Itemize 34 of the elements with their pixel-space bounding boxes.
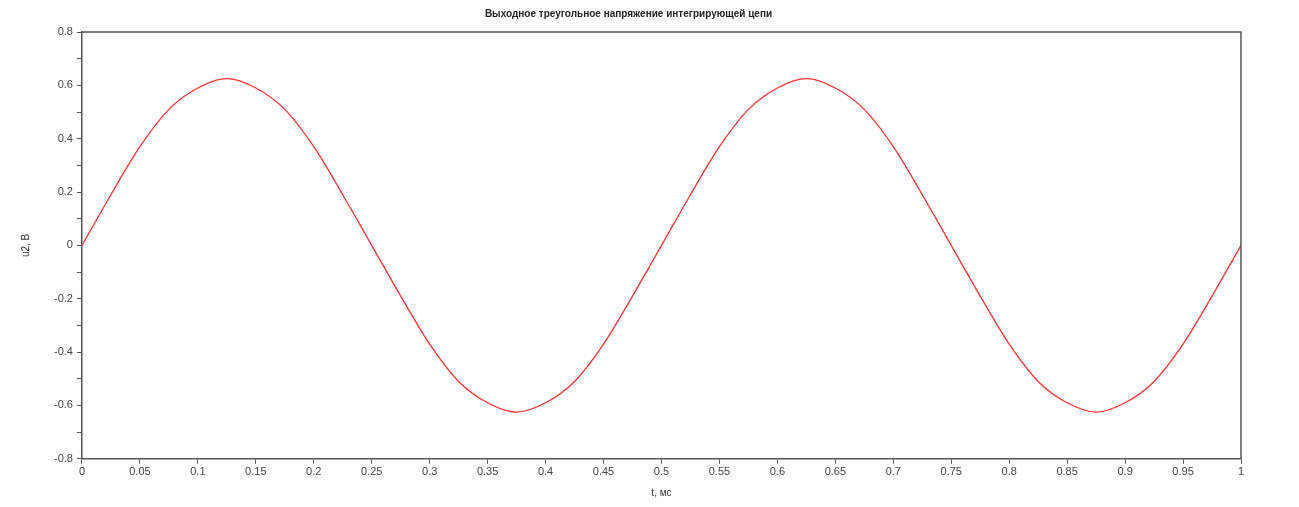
- x-tick-label: 0.2: [306, 465, 322, 478]
- x-tick-label: 0.75: [940, 465, 962, 478]
- x-tick-label: 0.5: [653, 465, 670, 478]
- x-tick-label: 0.45: [592, 465, 615, 478]
- x-tick-label: 0.85: [1056, 465, 1078, 478]
- x-tick-label: 0.35: [476, 465, 499, 478]
- y-tick-label: -0.2: [53, 291, 73, 304]
- y-tick-label: -0.6: [53, 398, 73, 411]
- x-tick-label: 0.15: [245, 465, 267, 478]
- x-tick-label: 0.8: [1001, 465, 1017, 478]
- y-axis-title: u2, В: [19, 233, 31, 258]
- y-tick-label: 0.2: [57, 185, 73, 198]
- x-tick-label: 0.65: [824, 465, 847, 478]
- y-tick-label: 0.8: [57, 25, 73, 38]
- x-tick-label: 0.4: [537, 465, 554, 478]
- x-tick-label: 0.95: [1172, 465, 1194, 478]
- x-tick-label: 1: [1237, 465, 1245, 478]
- y-tick-label: -0.8: [53, 451, 73, 464]
- x-tick-label: 0.25: [361, 465, 383, 478]
- x-tick-label: 0.05: [129, 465, 151, 478]
- x-tick-label: 0.3: [422, 465, 438, 478]
- x-tick-label: 0: [78, 465, 86, 478]
- y-tick-label: 0.6: [57, 78, 73, 91]
- y-tick-label: 0.4: [57, 131, 73, 144]
- x-tick-label: 0.7: [885, 465, 901, 478]
- x-tick-label: 0.1: [190, 465, 206, 478]
- x-tick-label: 0.9: [1117, 465, 1133, 478]
- x-axis-title: t, мс: [651, 486, 672, 498]
- x-tick-label: 0.55: [708, 465, 731, 478]
- chart-title: Выходное треугольное напряжение интегрирующей цепи: [484, 7, 773, 19]
- line-series: [81, 78, 1241, 413]
- y-tick-label: -0.4: [53, 345, 73, 358]
- x-tick-label: 0.6: [769, 465, 786, 478]
- y-tick-label: 0: [66, 238, 73, 251]
